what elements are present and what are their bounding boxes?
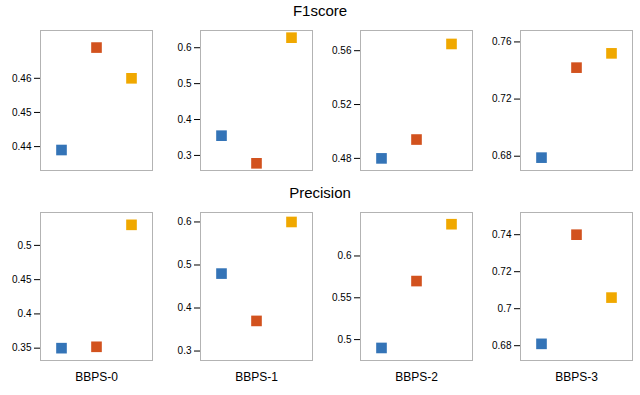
svg-text:0.72: 0.72 <box>492 266 512 277</box>
svg-text:BBPS-0: BBPS-0 <box>75 370 118 384</box>
svg-text:0.5: 0.5 <box>18 240 32 251</box>
svg-text:0.44: 0.44 <box>12 141 32 152</box>
svg-text:0.76: 0.76 <box>492 36 512 47</box>
svg-text:0.3: 0.3 <box>178 345 192 356</box>
svg-text:0.68: 0.68 <box>492 340 512 351</box>
svg-text:0.6: 0.6 <box>178 216 192 227</box>
html-text:Precision: Precision <box>289 184 351 201</box>
svg-text:0.55: 0.55 <box>332 292 352 303</box>
svg-text:0.4: 0.4 <box>18 308 32 319</box>
svg-text:0.4: 0.4 <box>178 114 192 125</box>
svg-text:0.4: 0.4 <box>178 302 192 313</box>
svg-text:0.3: 0.3 <box>178 150 192 161</box>
html-text:F1score: F1score <box>292 2 348 19</box>
svg-text:0.6: 0.6 <box>338 250 352 261</box>
svg-text:0.5: 0.5 <box>338 334 352 345</box>
svg-text:0.68: 0.68 <box>492 150 512 161</box>
svg-text:0.5: 0.5 <box>178 78 192 89</box>
svg-text:0.52: 0.52 <box>332 99 352 110</box>
svg-text:0.35: 0.35 <box>12 342 32 353</box>
svg-text:0.56: 0.56 <box>332 45 352 56</box>
svg-text:0.6: 0.6 <box>178 42 192 53</box>
svg-text:0.45: 0.45 <box>12 274 32 285</box>
svg-text:0.45: 0.45 <box>12 107 32 118</box>
svg-text:0.5: 0.5 <box>178 259 192 270</box>
svg-text:0.7: 0.7 <box>498 303 512 314</box>
svg-text:BBPS-3: BBPS-3 <box>555 370 598 384</box>
svg-text:0.72: 0.72 <box>492 93 512 104</box>
svg-text:0.74: 0.74 <box>492 229 512 240</box>
svg-text:0.46: 0.46 <box>12 73 32 84</box>
svg-text:BBPS-2: BBPS-2 <box>395 370 438 384</box>
svg-text:BBPS-1: BBPS-1 <box>235 370 278 384</box>
svg-text:0.48: 0.48 <box>332 153 352 164</box>
